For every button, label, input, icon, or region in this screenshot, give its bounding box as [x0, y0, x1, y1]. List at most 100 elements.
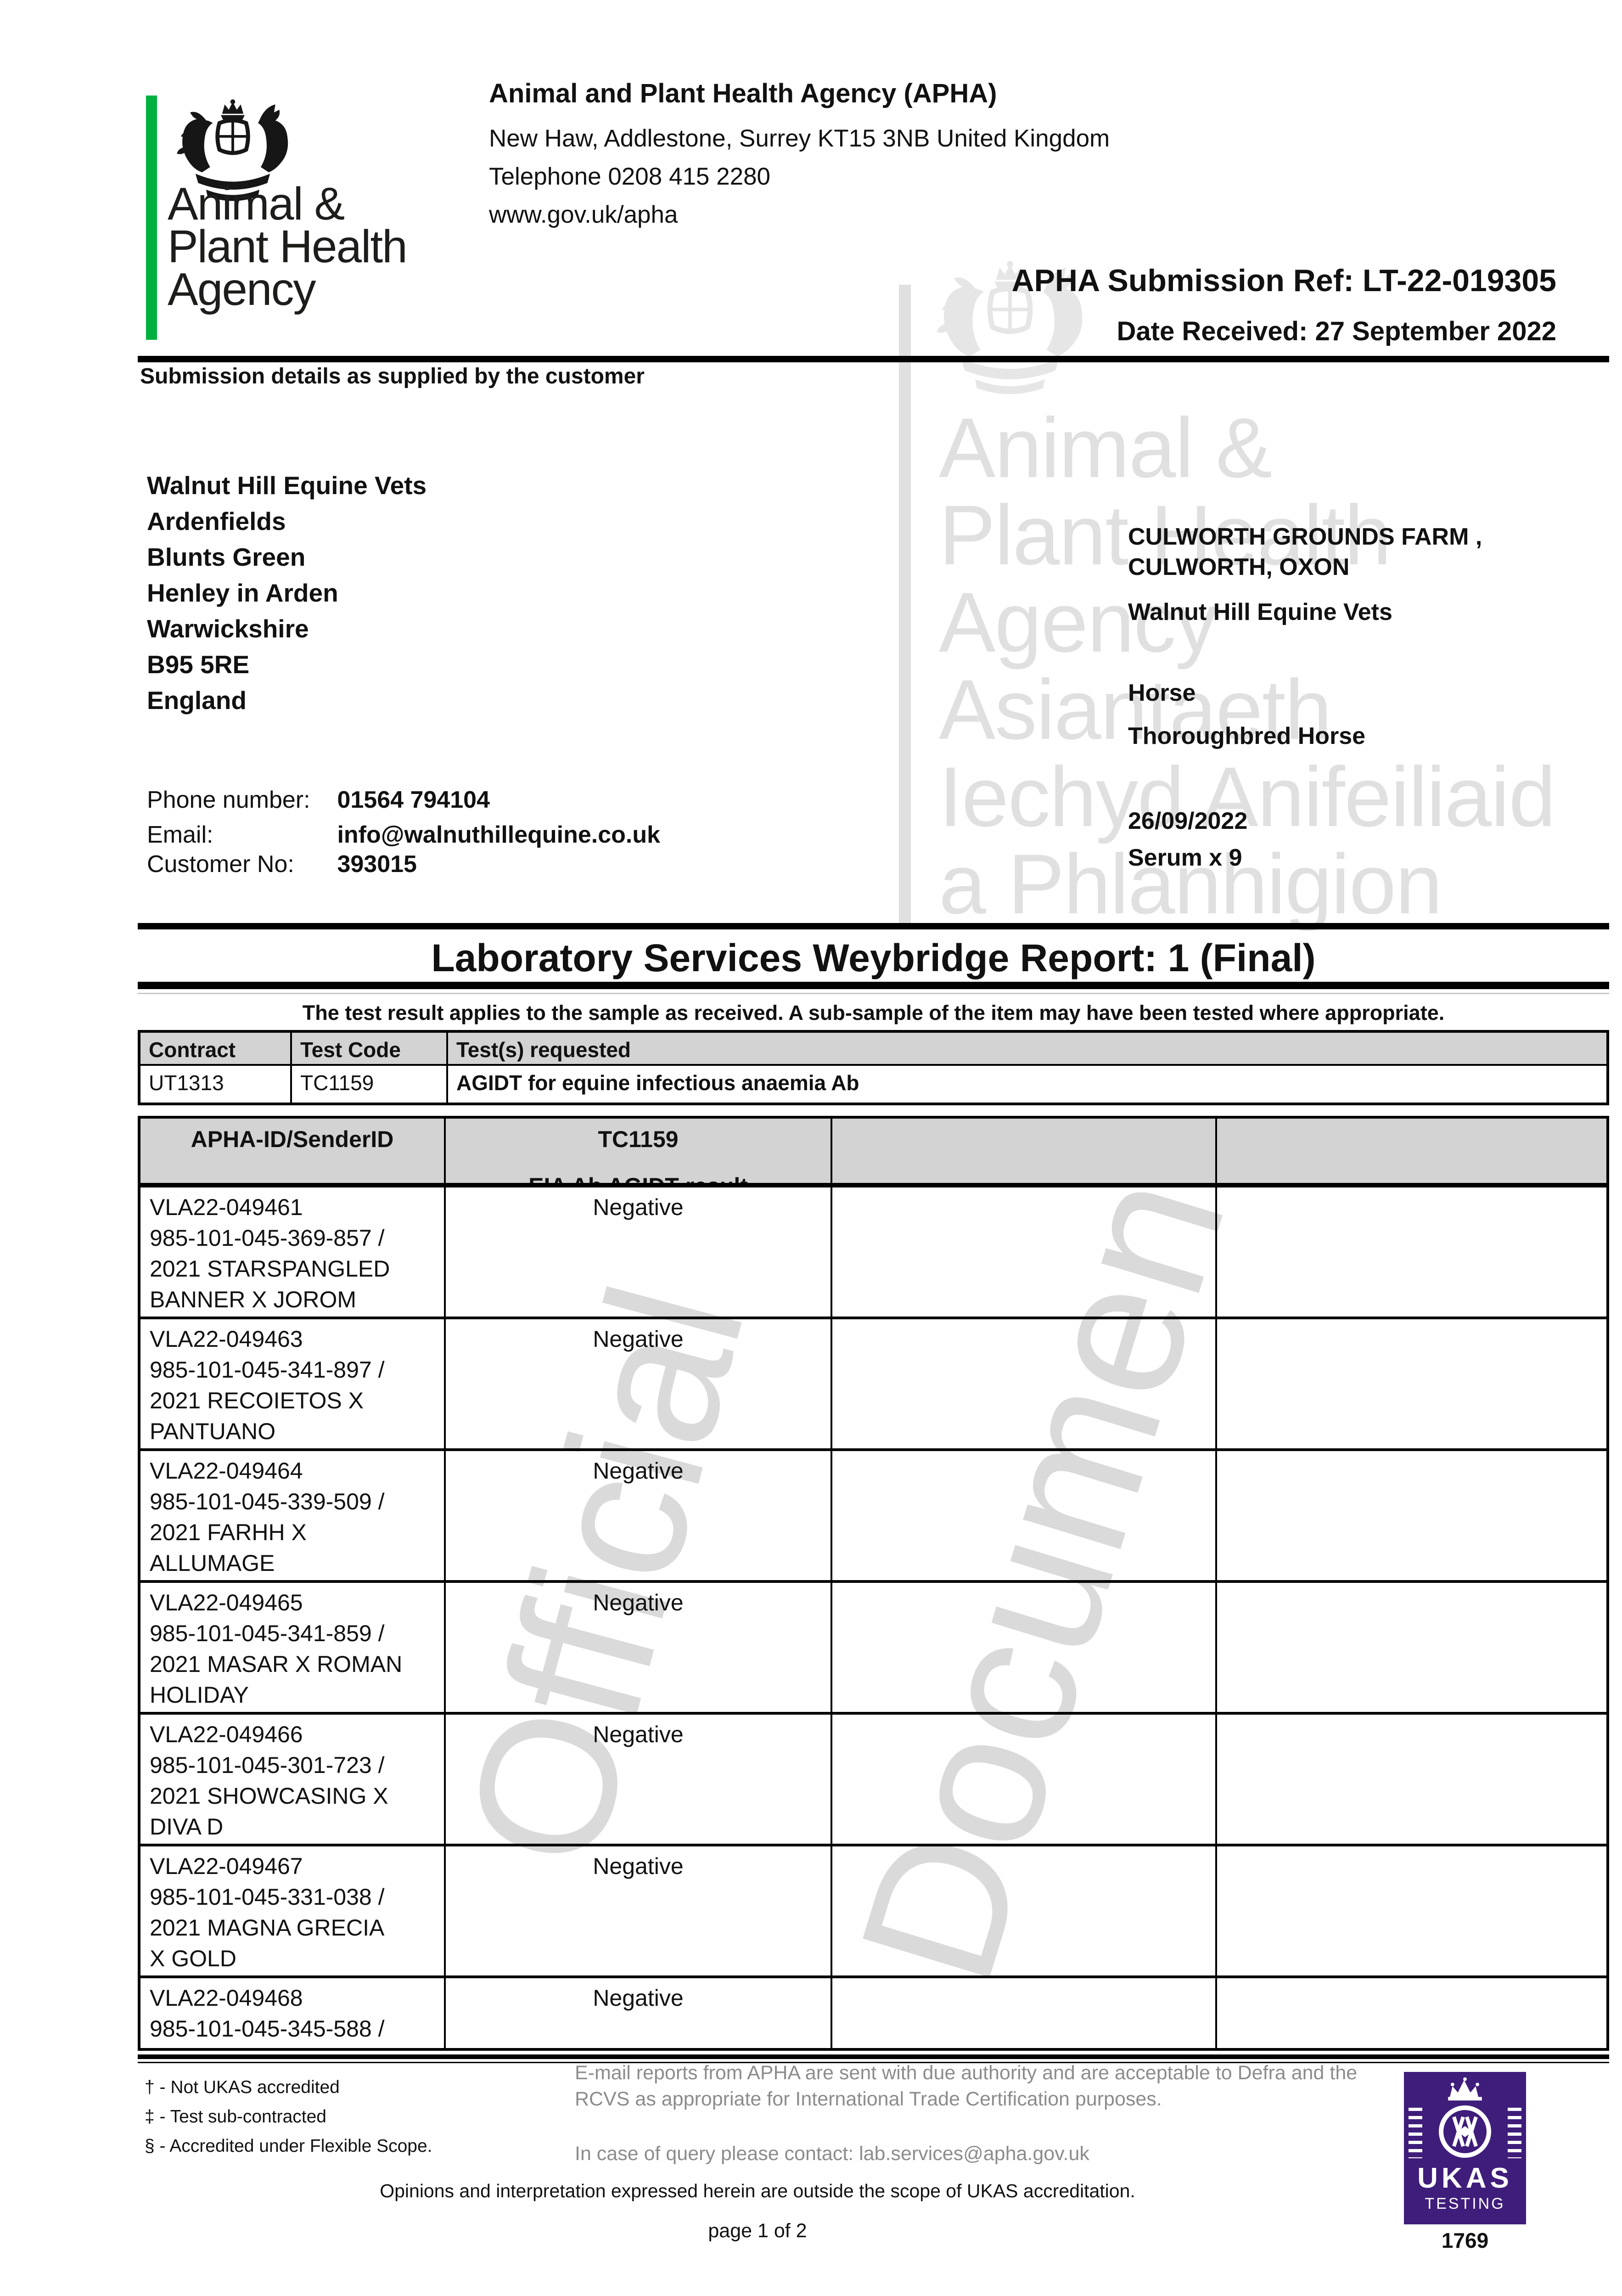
agency-address: New Haw, Addlestone, Surrey KT15 3NB Uni…	[489, 125, 1110, 152]
empty-cell	[832, 1978, 1217, 2048]
date-received: Date Received: 27 September 2022	[1117, 316, 1556, 346]
ukas-name: UKAS	[1417, 2162, 1513, 2194]
empty-cell	[1217, 1583, 1606, 1715]
empty-cell	[832, 1451, 1217, 1583]
phone-label: Phone number:	[147, 787, 310, 813]
agency-website[interactable]: www.gov.uk/apha	[489, 201, 678, 228]
column-header-apha-id: APHA-ID/SenderID	[140, 1119, 446, 1187]
detail-value: Serum x 9	[1128, 844, 1242, 871]
column-header: Test(s) requested	[448, 1033, 1606, 1066]
empty-cell	[1217, 1715, 1606, 1846]
detail-value: Horse	[1128, 680, 1196, 706]
divider-rule	[138, 923, 1609, 929]
table-row: VLA22-049464 985-101-045-339-509 / 2021 …	[140, 1451, 1606, 1583]
column-header-empty	[832, 1119, 1217, 1187]
footnote-subcontracted: ‡ - Test sub-contracted	[145, 2107, 326, 2127]
section-heading: Submission details as supplied by the cu…	[140, 364, 645, 388]
logo-line2: Plant Health	[168, 221, 408, 272]
sample-id-cell: VLA22-049461 985-101-045-369-857 / 2021 …	[140, 1187, 446, 1319]
ukas-circle-icon	[1437, 2104, 1493, 2159]
results-header-row: APHA-ID/SenderID TC1159 EIA Ab AGIDT res…	[140, 1119, 1606, 1187]
footnote-flexible-scope: § - Accredited under Flexible Scope.	[145, 2136, 432, 2156]
table-row: VLA22-049467 985-101-045-331-038 / 2021 …	[140, 1846, 1606, 1978]
ukas-ruler-ticks-right	[1508, 2108, 1521, 2158]
query-contact[interactable]: In case of query please contact: lab.ser…	[575, 2143, 1089, 2165]
email-row: Email: info@walnuthillequine.co.uk	[147, 821, 660, 849]
sample-id-cell: VLA22-049464 985-101-045-339-509 / 2021 …	[140, 1451, 446, 1583]
column-header-test: TC1159 EIA Ab AGIDT result	[446, 1119, 832, 1187]
column-header-empty	[1217, 1119, 1606, 1187]
result-cell: Negative	[446, 1451, 832, 1583]
empty-cell	[832, 1319, 1217, 1451]
table-row: VLA22-049465 985-101-045-341-859 / 2021 …	[140, 1583, 1606, 1715]
divider-rule	[138, 982, 1609, 989]
contract-table: Contract Test Code Test(s) requested UT1…	[138, 1030, 1609, 1105]
ukas-ruler-ticks-left	[1409, 2108, 1422, 2158]
customer-no-row: Customer No: 393015	[147, 850, 417, 878]
detail-value: Walnut Hill Equine Vets	[1128, 599, 1392, 625]
detail-value: Thoroughbred Horse	[1128, 723, 1366, 749]
result-cell: Negative	[446, 1978, 832, 2048]
table-row: VLA22-049463 985-101-045-341-897 / 2021 …	[140, 1319, 1606, 1451]
sample-id-cell: VLA22-049467 985-101-045-331-038 / 2021 …	[140, 1846, 446, 1978]
footer-rule	[138, 2054, 1609, 2059]
logo-green-bar	[146, 96, 157, 340]
detail-value: 26/09/2022	[1128, 808, 1248, 834]
sample-id-cell: VLA22-049465 985-101-045-341-859 / 2021 …	[140, 1583, 446, 1715]
agency-telephone: Telephone 0208 415 2280	[489, 163, 771, 190]
phone-value: 01564 794104	[337, 787, 490, 813]
contract-cell: UT1313	[140, 1066, 292, 1103]
result-cell: Negative	[446, 1846, 832, 1978]
table-row: VLA22-049466 985-101-045-301-723 / 2021 …	[140, 1715, 1606, 1846]
logo-line3: Agency	[168, 264, 316, 315]
phone-row: Phone number: 01564 794104	[147, 786, 490, 814]
report-statement: The test result applies to the sample as…	[302, 1001, 1445, 1024]
submission-ref-block: APHA Submission Ref: LT-22-019305 Date R…	[1011, 263, 1556, 347]
apha-submission-ref: APHA Submission Ref: LT-22-019305	[1011, 263, 1556, 298]
empty-cell	[1217, 1319, 1606, 1451]
result-cell: Negative	[446, 1715, 832, 1846]
empty-cell	[832, 1187, 1217, 1319]
divider-rule-thin	[138, 993, 1609, 994]
ukas-logo: UKAS TESTING	[1404, 2072, 1526, 2224]
detail-value: CULWORTH GROUNDS FARM , CULWORTH, OXON	[1128, 523, 1482, 580]
customer-address: Walnut Hill Equine Vets Ardenfields Blun…	[147, 471, 427, 715]
customer-no-value: 393015	[337, 851, 417, 878]
table-row: VLA22-049468 985-101-045-345-588 / Negat…	[140, 1978, 1606, 2048]
empty-cell	[1217, 1846, 1606, 1978]
sample-id-cell: VLA22-049463 985-101-045-341-897 / 2021 …	[140, 1319, 446, 1451]
empty-cell	[1217, 1187, 1606, 1319]
empty-cell	[832, 1846, 1217, 1978]
watermark-bar	[899, 285, 911, 925]
customer-no-label: Customer No:	[147, 851, 294, 878]
agency-header: Animal and Plant Health Agency (APHA) Ne…	[489, 78, 1361, 239]
logo-line1: Animal &	[168, 178, 345, 230]
test-code-cell: TC1159	[292, 1066, 448, 1103]
footer-rule-thin	[138, 2062, 1609, 2063]
empty-cell	[1217, 1978, 1606, 2048]
footnote-ukas: † - Not UKAS accredited	[145, 2077, 340, 2097]
ukas-type: TESTING	[1425, 2195, 1505, 2212]
report-title: Laboratory Services Weybridge Report: 1 …	[431, 936, 1316, 979]
test-code-line: TC1159	[598, 1126, 679, 1152]
apha-logo-wordmark: Animal & Plant Health Agency	[168, 178, 408, 315]
result-cell: Negative	[446, 1583, 832, 1715]
empty-cell	[1217, 1451, 1606, 1583]
test-name-line: EIA Ab AGIDT result	[528, 1173, 748, 1187]
opinions-disclaimer: Opinions and interpretation expressed he…	[380, 2180, 1135, 2201]
agency-title: Animal and Plant Health Agency (APHA)	[489, 79, 997, 108]
empty-cell	[832, 1583, 1217, 1715]
email-value[interactable]: info@walnuthillequine.co.uk	[337, 822, 661, 848]
column-header: Contract	[140, 1033, 292, 1066]
results-table: APHA-ID/SenderID TC1159 EIA Ab AGIDT res…	[138, 1116, 1609, 2051]
empty-cell	[832, 1715, 1217, 1846]
ukas-crown-icon	[1442, 2076, 1488, 2104]
divider-rule	[138, 356, 1609, 362]
page-number: page 1 of 2	[708, 2220, 807, 2242]
tests-requested-cell: AGIDT for equine infectious anaemia Ab	[456, 1071, 859, 1095]
ukas-number: 1769	[1441, 2228, 1489, 2252]
sample-id-cell: VLA22-049466 985-101-045-301-723 / 2021 …	[140, 1715, 446, 1846]
result-cell: Negative	[446, 1187, 832, 1319]
email-notice: E-mail reports from APHA are sent with d…	[575, 2062, 1358, 2110]
